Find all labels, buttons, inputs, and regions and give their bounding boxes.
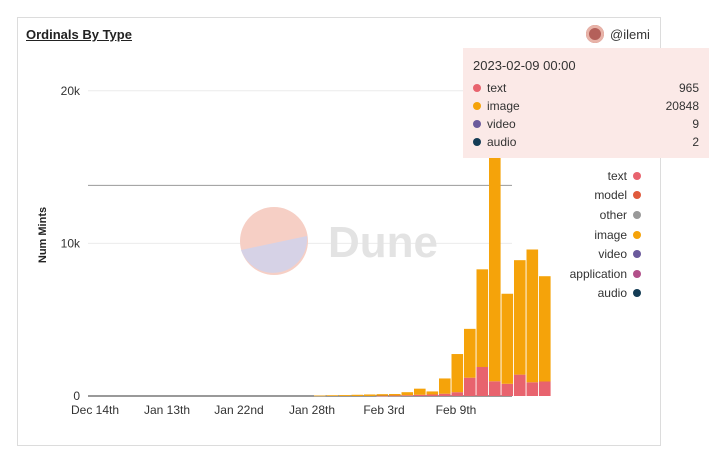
legend-item-image[interactable]: image	[570, 225, 641, 245]
legend-dot	[633, 191, 641, 200]
y-tick-label: 20k	[61, 84, 81, 98]
bar-image	[451, 354, 464, 393]
legend-item-model[interactable]: model	[570, 186, 641, 206]
legend-dot	[633, 250, 641, 259]
bar-text	[376, 395, 389, 397]
bar-image	[426, 391, 439, 395]
tooltip: 2023-02-09 00:00 text 965 image 20848 video 9…	[463, 48, 709, 158]
legend-item-other[interactable]: other	[570, 205, 641, 225]
y-tick-label: 10k	[61, 236, 81, 250]
x-tick-label: Feb 3rd	[363, 403, 404, 417]
author-badge[interactable]: @ilemi	[586, 25, 650, 43]
bar-text	[489, 381, 501, 396]
tooltip-row-video: video 9	[473, 115, 699, 133]
legend-item-audio[interactable]: audio	[570, 284, 641, 304]
legend-item-text[interactable]: text	[570, 166, 641, 186]
x-tick-label: Feb 9th	[436, 403, 477, 417]
x-tick-label: Jan 22nd	[214, 403, 263, 417]
legend-dot	[633, 269, 641, 278]
tooltip-value: 965	[678, 81, 699, 95]
author-name: @ilemi	[610, 26, 650, 42]
tooltip-value: 20848	[665, 99, 699, 113]
x-tick-label: Jan 13th	[144, 403, 190, 417]
tooltip-dot	[473, 84, 481, 92]
bar-image	[401, 392, 414, 396]
x-tick-label: Dec 14th	[71, 403, 119, 417]
avatar	[586, 25, 604, 43]
legend-label: text	[607, 168, 627, 183]
tooltip-row-audio: audio 2	[473, 133, 699, 151]
bar-text	[439, 393, 451, 396]
legend-label: model	[594, 188, 627, 203]
bar-image	[489, 63, 501, 382]
bar-image	[414, 388, 426, 395]
tooltip-row-image: image 20848	[473, 97, 699, 115]
bar-image	[314, 395, 326, 397]
legend: text model other image video application audio	[570, 166, 641, 303]
y-axis-label: Num Mints	[37, 207, 49, 263]
bar-image	[389, 394, 401, 396]
bar-text	[539, 381, 551, 396]
bar-image	[539, 276, 551, 382]
chart-title[interactable]: Ordinals By Type	[26, 27, 132, 42]
legend-item-video[interactable]: video	[570, 244, 641, 264]
bar-image	[514, 260, 526, 375]
x-tick-label: Jan 28th	[289, 403, 335, 417]
bar-image	[476, 269, 489, 368]
bar-image	[501, 293, 514, 384]
tooltip-value: 9	[692, 117, 699, 131]
legend-label: audio	[597, 286, 627, 301]
bar-image	[339, 395, 351, 396]
bar-text	[451, 392, 464, 396]
bar-text	[426, 394, 439, 396]
bar-text	[389, 395, 401, 397]
tooltip-value: 2	[692, 135, 699, 149]
bar-image	[376, 394, 389, 396]
tooltip-title: 2023-02-09 00:00	[473, 58, 576, 73]
bar-text	[476, 367, 489, 396]
legend-dot	[633, 210, 641, 219]
legend-dot	[633, 289, 641, 298]
tooltip-series-name: image	[487, 99, 520, 113]
legend-label: image	[594, 227, 627, 242]
bar-image	[326, 395, 339, 396]
bar-image	[439, 378, 451, 394]
legend-dot	[633, 171, 641, 180]
legend-label: application	[569, 266, 627, 281]
tooltip-series-name: audio	[487, 135, 517, 149]
bar-image	[364, 394, 376, 396]
tooltip-dot	[473, 138, 481, 146]
bar-text	[501, 383, 514, 396]
tooltip-dot	[473, 120, 481, 128]
legend-label: video	[598, 247, 627, 262]
bar-text	[526, 382, 539, 396]
bar-text	[401, 395, 414, 396]
tooltip-series-name: text	[487, 81, 507, 95]
bar-image	[351, 394, 364, 396]
tooltip-series-name: video	[487, 117, 516, 131]
bar-text	[514, 374, 526, 396]
legend-dot	[633, 230, 641, 239]
tooltip-dot	[473, 102, 481, 110]
y-tick-label: 0	[73, 389, 80, 403]
legend-label: other	[599, 207, 627, 222]
legend-item-application[interactable]: application	[570, 264, 641, 284]
bar-text	[414, 394, 426, 396]
bar-image	[464, 328, 476, 378]
watermark: Dune	[240, 207, 438, 275]
tooltip-row-text: text 965	[473, 79, 699, 97]
watermark-text: Dune	[328, 218, 438, 267]
bar-text	[464, 377, 476, 396]
bar-image	[526, 249, 539, 383]
